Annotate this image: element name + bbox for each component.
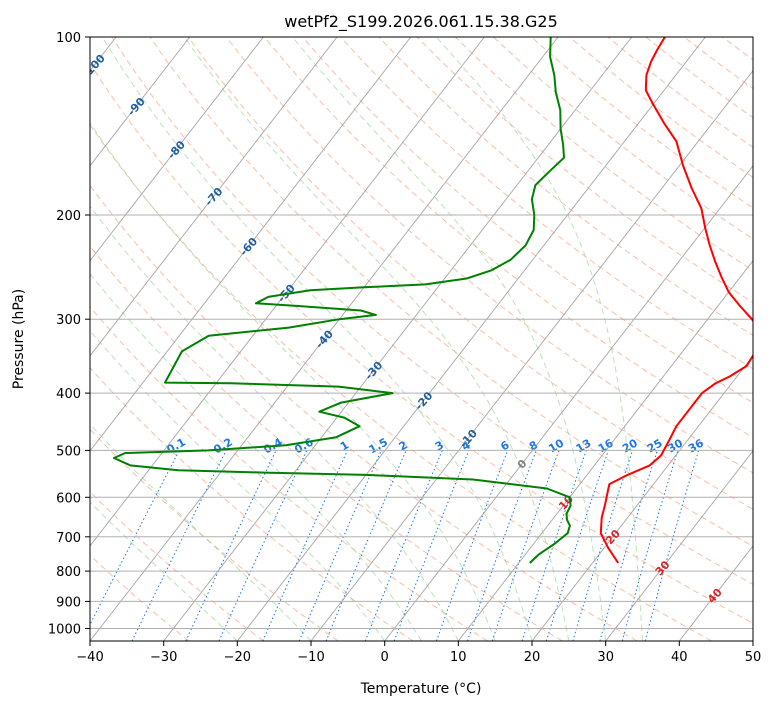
isotherm-30	[605, 450, 753, 641]
temperature-trace	[599, 37, 753, 564]
moist-adiabat-2	[90, 329, 386, 641]
x-tick-label--20: −20	[224, 650, 251, 665]
isotherm--90	[90, 37, 191, 167]
x-tick-label-50: 50	[745, 650, 762, 665]
dry-adiabat-7	[90, 123, 712, 641]
dry-adiabat-11	[187, 37, 753, 510]
moist-adiabat-8	[292, 37, 607, 641]
y-tick-label-700: 700	[56, 531, 81, 546]
y-tick-label-400: 400	[56, 387, 81, 402]
plot-frame	[89, 36, 754, 642]
mixing-ratio-line-10	[467, 450, 537, 641]
isotherm--80	[90, 37, 264, 262]
y-tick-label-600: 600	[56, 491, 81, 506]
mixing-ratio-line-0	[90, 450, 180, 626]
mixing-ratio-line-7	[364, 450, 443, 641]
isotherm--70	[90, 37, 338, 357]
y-tick-label-800: 800	[56, 565, 81, 580]
isotherm-10	[457, 259, 753, 641]
dry-adiabat-9	[111, 37, 753, 585]
y-axis-label: Pressure (hPa)	[11, 289, 27, 389]
y-tick-label-900: 900	[56, 595, 81, 610]
x-tick-label-0: 0	[381, 650, 389, 665]
y-tick-label-500: 500	[56, 444, 81, 459]
isotherm--60	[90, 37, 412, 452]
isotherm--10	[310, 69, 753, 641]
mixing-ratio-line-12	[521, 450, 587, 641]
isotherm-0	[384, 164, 753, 641]
dewpoint-trace	[113, 37, 572, 564]
dry-adiabat-16	[378, 37, 753, 336]
dry-adiabat-15	[340, 37, 753, 370]
mixing-ratio-line-15	[599, 450, 658, 641]
axes: −40 −30 −20 −10 0 10 20 30 40 50 100 200 300 400 500 60…	[48, 31, 761, 665]
mixing-ratio-line-9	[435, 450, 509, 641]
mixing-ratio-line-16	[621, 450, 679, 641]
x-tick-label-20: 20	[524, 650, 541, 665]
dry-adiabat-6	[90, 184, 638, 641]
moist-adiabat-0	[90, 501, 238, 641]
y-tick-label-200: 200	[56, 209, 81, 224]
mixing-ratio-line-14	[572, 450, 634, 641]
dry-adiabat-12	[225, 37, 753, 474]
moist-adiabat-3	[90, 273, 422, 641]
isotherm--30	[163, 37, 633, 641]
dry-adiabat-4	[90, 306, 488, 641]
mixing-ratio-line-5	[298, 450, 382, 641]
mixing-ratio-line-6	[325, 450, 407, 641]
y-tick-label-300: 300	[56, 313, 81, 328]
x-axis-label: Temperature (°C)	[360, 681, 482, 697]
y-tick-label-1000: 1000	[48, 623, 81, 638]
moist-adiabat-5	[90, 122, 496, 641]
isotherm--40	[90, 37, 559, 641]
dry-adiabat-17	[416, 37, 753, 304]
x-tick-label-40: 40	[671, 650, 688, 665]
mixing-ratio-line-13	[545, 450, 609, 641]
isotherm-20	[531, 355, 753, 641]
x-tick-label--10: −10	[297, 650, 324, 665]
isotherm--50	[90, 37, 485, 547]
moist-adiabat-6	[101, 37, 533, 641]
x-tick-label-30: 30	[597, 650, 614, 665]
mixing-ratio-line-4	[262, 450, 348, 641]
x-tick-label--40: −40	[76, 650, 103, 665]
dry-adiabat-0	[90, 554, 190, 641]
mixing-ratio-line-11	[491, 450, 560, 641]
x-tick-label--30: −30	[150, 650, 177, 665]
moist-adiabat-9	[436, 37, 643, 641]
moist-adiabat-1	[90, 423, 312, 641]
chart-title: wetPf2_S199.2026.061.15.38.G25	[284, 12, 558, 32]
isotherm--20	[236, 37, 706, 641]
y-tick-label-100: 100	[56, 31, 81, 46]
x-tick-label-10: 10	[450, 650, 467, 665]
dry-adiabat-5	[90, 245, 563, 641]
dry-adiabat-2	[90, 428, 339, 641]
